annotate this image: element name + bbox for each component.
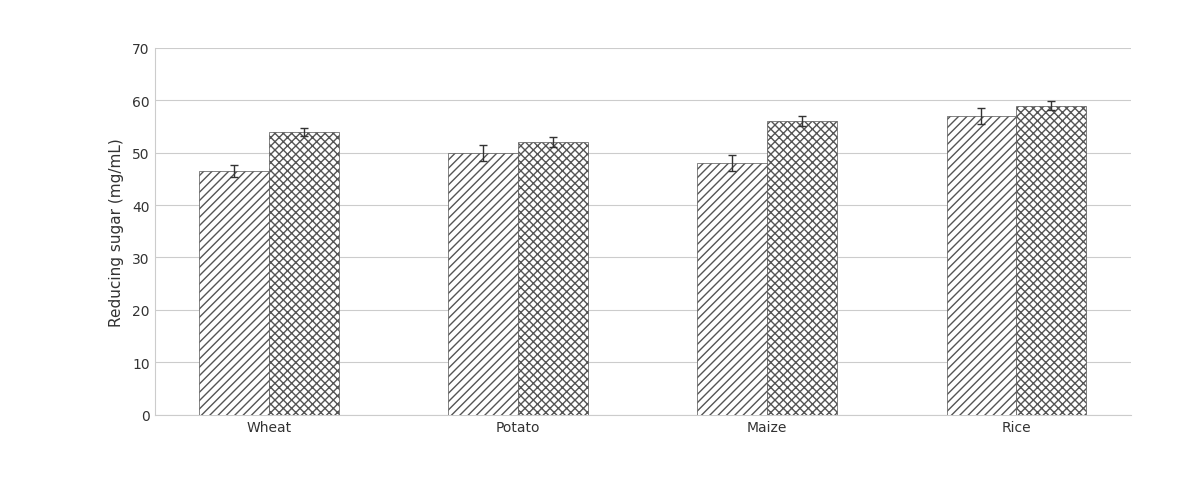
Bar xyxy=(518,143,588,415)
Y-axis label: Reducing sugar (mg/mL): Reducing sugar (mg/mL) xyxy=(108,138,124,326)
Legend: Ultrasound(10min), Ultrasound(20min): Ultrasound(10min), Ultrasound(20min) xyxy=(370,483,720,488)
Bar xyxy=(1016,106,1086,415)
Bar xyxy=(449,153,518,415)
Bar xyxy=(946,117,1016,415)
Bar xyxy=(269,132,339,415)
Bar xyxy=(697,164,768,415)
Bar xyxy=(199,172,269,415)
Bar xyxy=(768,122,837,415)
